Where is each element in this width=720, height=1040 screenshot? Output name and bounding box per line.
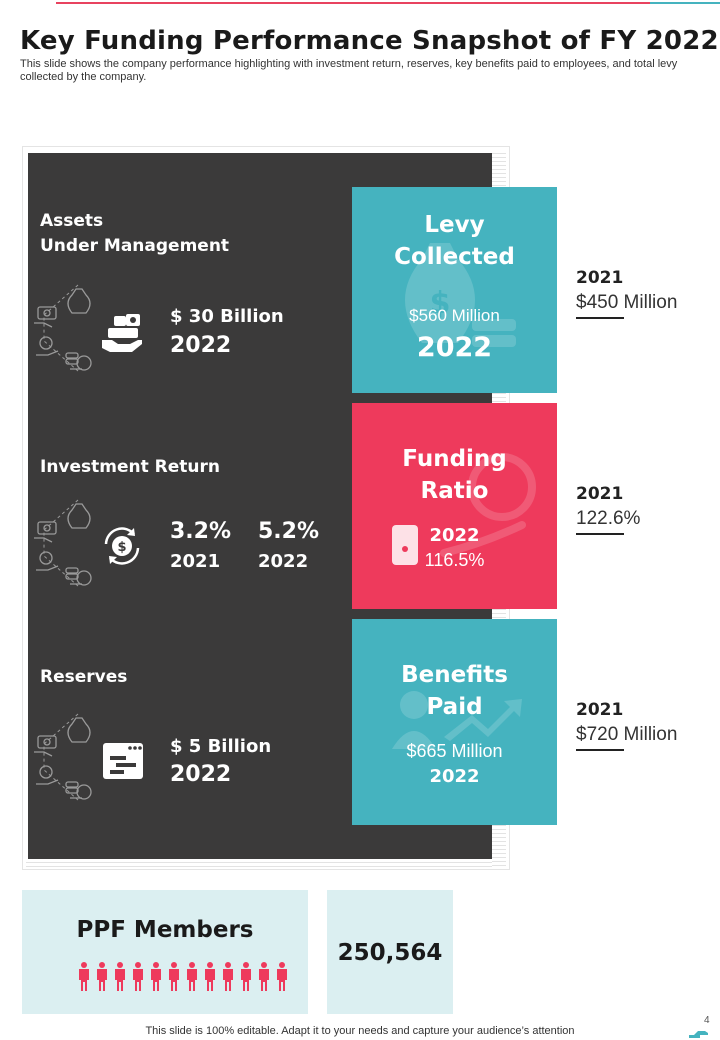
top-accent-line-teal [650,2,720,4]
assets-label: Assets Under Management [40,209,229,259]
investment-value-2022: 5.2% [258,519,320,544]
page-title: Key Funding Performance Snapshot of FY 2… [20,26,719,56]
levy-prior-value: $450 Million [576,292,678,313]
money-sketch-icon [33,499,92,587]
benefits-title-line2: Paid [426,694,483,720]
levy-collected-card: $ Levy Collected $560 Million 2022 [352,187,557,393]
funding-prior-underline [576,533,624,535]
investment-year-2022: 2022 [258,551,309,572]
page-number: 4 [704,1015,710,1026]
funding-prior-year: 2021 [576,484,624,504]
ppf-count-box: 250,564 [327,890,453,1014]
benefits-paid-card: Benefits Paid $665 Million 2022 [352,619,557,825]
ppf-title: PPF Members [76,917,254,943]
benefits-value: $665 Million [406,741,503,761]
benefits-prior-value: $720 Million [576,724,678,745]
svg-text:$: $ [430,286,451,321]
svg-text:$: $ [117,540,126,555]
footer-note: This slide is 100% editable. Adapt it to… [145,1025,575,1037]
levy-prior-year: 2021 [576,268,624,288]
levy-year: 2022 [416,332,493,363]
investment-year-2021: 2021 [170,551,221,572]
benefits-prior-underline [576,749,624,751]
assets-label-line1: Assets [40,211,104,231]
reserves-year: 2022 [170,762,232,787]
dollar-cycle-icon: $ [104,527,140,565]
assets-label-line2: Under Management [40,236,230,256]
money-bag-icon: $ [405,243,516,347]
investment-label: Investment Return [40,457,221,477]
reserves-label: Reserves [40,667,128,687]
levy-value: $560 Million [409,306,500,325]
assets-amount: $ 30 Billion [170,306,284,327]
funding-value: 116.5% [424,550,485,570]
growth-person-icon [392,691,522,749]
top-accent-line-red [56,2,650,4]
coin-hand-icon [392,453,536,565]
money-sketch-icon [33,284,92,372]
people-icon [79,962,287,991]
funding-prior-value: 122.6% [576,508,641,529]
money-hand-icon [102,314,142,352]
hand-icon [689,1031,708,1038]
browser-window-icon [103,743,143,779]
stripe-decoration-bottom [26,859,492,867]
reserves-amount: $ 5 Billion [170,736,272,757]
funding-year: 2022 [429,525,480,546]
assets-year: 2022 [170,333,232,358]
ppf-count: 250,564 [337,940,443,966]
benefits-title-line1: Benefits [401,662,508,688]
page-subtitle: This slide shows the company performance… [20,58,678,83]
levy-title-line1: Levy [424,212,485,238]
money-sketch-icon [33,713,92,801]
funding-title-line1: Funding [402,446,507,472]
funding-ratio-card: Funding Ratio 2022 116.5% [352,403,557,609]
benefits-year: 2022 [429,766,480,787]
levy-prior-underline [576,317,624,319]
investment-value-2021: 3.2% [170,519,232,544]
ppf-members-box: PPF Members [22,890,308,1014]
benefits-prior-year: 2021 [576,700,624,720]
funding-title-line2: Ratio [420,478,489,504]
levy-title-line2: Collected [394,244,515,270]
